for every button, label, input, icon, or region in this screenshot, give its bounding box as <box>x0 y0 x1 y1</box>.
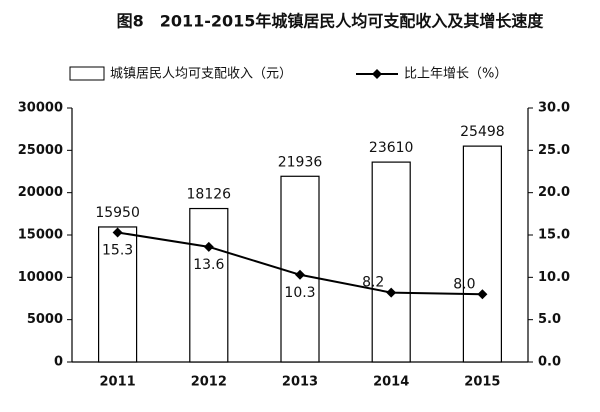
bar-value-label: 21936 <box>278 154 323 170</box>
chart-title: 图8 2011-2015年城镇居民人均可支配收入及其增长速度 <box>117 12 545 31</box>
bar-value-label: 25498 <box>460 124 505 140</box>
bar-value-label: 15950 <box>95 205 140 221</box>
y2-tick-label: 25.0 <box>538 143 570 158</box>
y2-tick-label: 20.0 <box>538 185 570 200</box>
line-value-label: 8.0 <box>453 276 475 292</box>
x-tick-label: 2013 <box>282 375 318 390</box>
line-value-label: 15.3 <box>102 242 133 258</box>
y-tick-label: 20000 <box>18 185 63 200</box>
x-tick-label: 2014 <box>373 375 409 390</box>
bar-value-label: 23610 <box>369 140 414 156</box>
legend-swatch <box>69 66 105 81</box>
y-tick-label: 10000 <box>18 270 63 285</box>
y2-tick-label: 10.0 <box>538 270 570 285</box>
line-value-label: 8.2 <box>362 275 384 291</box>
bar <box>189 207 229 363</box>
y2-tick-label: 5.0 <box>538 312 561 327</box>
line-marker <box>112 227 123 238</box>
x-tick-label: 2011 <box>100 375 136 390</box>
bar <box>97 226 138 363</box>
y2-tick-label: 30.0 <box>538 101 570 116</box>
bar-value-label: 18126 <box>187 187 232 203</box>
bar <box>371 161 411 363</box>
y-tick-label: 0 <box>54 355 63 370</box>
line-value-label: 10.3 <box>284 285 315 301</box>
legend-marker <box>372 69 382 79</box>
y-tick-label: 5000 <box>27 312 63 327</box>
y-tick-label: 15000 <box>18 228 63 243</box>
line-marker <box>477 289 488 300</box>
bar <box>462 145 502 363</box>
y2-tick-label: 15.0 <box>538 228 570 243</box>
line-marker <box>386 287 397 298</box>
y-tick-label: 30000 <box>18 101 63 116</box>
x-tick-label: 2015 <box>464 375 500 390</box>
line-marker <box>295 269 305 280</box>
legend-label: 比上年增长（%） <box>404 67 507 82</box>
legend-label: 城镇居民人均可支配收入（元） <box>110 67 292 82</box>
y2-tick-label: 0.0 <box>538 355 561 370</box>
bar <box>280 175 320 363</box>
y-tick-label: 25000 <box>18 143 63 158</box>
x-tick-label: 2012 <box>191 375 227 390</box>
line-value-label: 13.6 <box>193 257 224 273</box>
line-marker <box>203 241 214 252</box>
